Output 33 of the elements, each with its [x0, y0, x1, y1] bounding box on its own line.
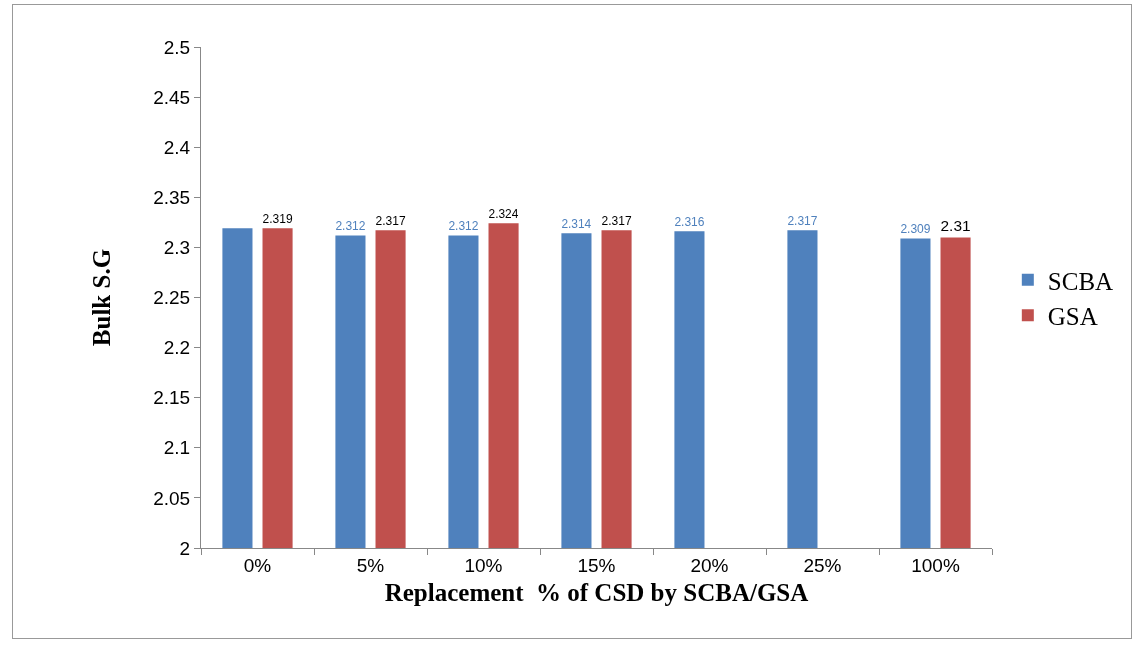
x-tick-label: 5%	[356, 554, 385, 576]
data-label: 2.312	[448, 218, 479, 233]
data-label: 2.31	[940, 217, 971, 235]
y-tick-label: 2.05	[153, 487, 191, 509]
y-tick-label: 2.3	[163, 237, 191, 259]
x-tick-label: 100%	[911, 554, 960, 576]
data-label: 2.314	[561, 216, 592, 231]
y-tick-label: 2	[179, 537, 191, 559]
y-tick-label: 2.4	[163, 136, 191, 158]
data-label: 2.309	[900, 221, 931, 236]
legend-label: SCBA	[1047, 267, 1114, 295]
y-tick-label: 2.1	[163, 437, 191, 459]
legend-label: GSA	[1047, 303, 1098, 330]
x-tick-label: 0%	[243, 554, 272, 576]
data-label: 2.324	[488, 206, 519, 221]
y-axis-title: Bulk S.G	[87, 248, 115, 347]
x-tick-label: 15%	[577, 554, 616, 576]
data-label: 2.319	[262, 211, 293, 226]
y-tick-label: 2.5	[163, 36, 191, 58]
data-label: 2.317	[601, 213, 632, 228]
x-axis-title: Replacement % of CSD by SCBA/GSA	[384, 578, 809, 606]
y-tick-label: 2.45	[153, 86, 191, 108]
y-tick-label: 2.15	[153, 387, 191, 409]
x-tick-label: 10%	[464, 554, 503, 576]
data-label: 2.316	[674, 214, 705, 229]
x-tick-label: 25%	[803, 554, 842, 576]
y-tick-label: 2.35	[153, 186, 191, 208]
y-tick-label: 2.25	[153, 287, 191, 309]
y-tick-label: 2.2	[163, 337, 191, 359]
data-label: 2.317	[787, 213, 818, 228]
x-tick-label: 20%	[690, 554, 729, 576]
data-label: 2.317	[375, 213, 406, 228]
data-label: 2.312	[335, 218, 366, 233]
